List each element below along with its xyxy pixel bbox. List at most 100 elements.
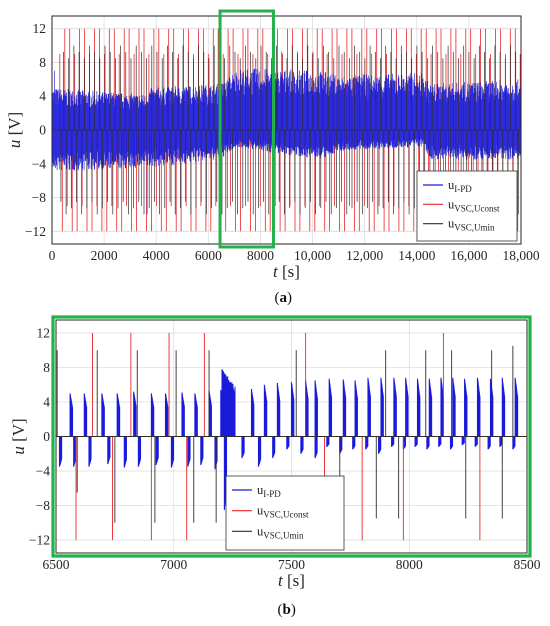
i-pd-pulse-neg [314,436,318,459]
i-pd-pulse-neg [170,436,175,468]
i-pd-pulse-neg [187,436,191,467]
i-pd-pulse-pos [181,392,185,437]
i-pd-pulse-pos [250,389,255,437]
y-tick-label: −8 [32,190,47,205]
i-pd-pulse-pos [464,378,468,437]
legend-box [416,170,518,242]
legend-label-vsc-uconst: uVSC,Uconst [257,504,309,520]
x-tick-label: 12,000 [346,248,383,263]
highlight-box-a [218,9,275,249]
x-tick-label: 7000 [160,557,187,572]
x-axis-label-b: t [s] [278,571,305,590]
i-pd-pulse-pos [290,382,295,437]
i-pd-pulse-pos [476,377,481,437]
y-tick-label: 12 [37,325,51,340]
x-tick-label: 4000 [143,248,170,263]
x-tick-label: 8500 [514,557,541,572]
y-tick-label: 8 [39,55,46,70]
axes-frame-b [55,319,528,554]
legend-label-i-pd: uI-PD [257,483,281,499]
x-tick-label: 2000 [91,248,118,263]
i-pd-pulse-pos [405,377,409,437]
i-pd-pulse-neg [499,436,503,447]
legend-label-vsc-umin: uVSC,Umin [257,524,304,540]
i-pd-pulse-neg [487,436,491,450]
x-tick-label: 16,000 [450,248,487,263]
x-tick-label: 18,000 [502,248,539,263]
i-pd-pulse-neg [391,436,395,447]
legend-b: uI-PD uVSC,Uconst uVSC,Umin [225,475,345,551]
y-tick-label: 8 [43,360,50,375]
i-pd-pulse-pos [69,393,74,437]
i-pd-pulse-neg [223,436,228,510]
i-pd-pulse-pos [501,377,506,437]
y-tick-label: −12 [25,224,46,239]
i-pd-pulse-neg [300,436,304,454]
legend-label-i-pd: uI-PD [448,178,472,194]
y-tick-label: 4 [43,394,50,409]
i-pd-pulse-pos [380,377,384,437]
i-pd-pulse-neg [365,436,369,450]
x-axis-label-a: t [s] [273,262,300,281]
i-pd-pulse-neg [155,436,159,465]
x-tick-label: 10,000 [294,248,331,263]
y-tick-label: −12 [29,533,50,548]
x-tick-label: 6500 [43,557,70,572]
i-pd-pulse-pos [354,380,358,437]
caption-b: (b) [278,602,296,618]
i-pd-pulse-neg [474,436,478,447]
i-pd-pulse-neg [257,436,262,467]
i-pd-pulse-neg [137,436,142,467]
y-tick-label: 4 [39,89,46,104]
y-tick-label: 0 [39,123,46,138]
i-pd-pulse-neg [378,436,382,454]
i-pd-pulse-neg [123,436,127,468]
i-pd-pulse-pos [164,393,169,437]
y-axis-label-b: u [V] [9,418,28,454]
x-tick-label: 8000 [247,248,274,263]
i-pd-pulse-pos [367,377,371,437]
i-pd-pulse-pos [83,393,88,437]
x-tick-label: 6000 [195,248,222,263]
i-pd-pulse-neg [449,436,454,450]
i-pd-pulse-neg [272,436,276,459]
legend-label-vsc-umin: uVSC,Umin [448,217,495,233]
y-tick-label: 0 [43,429,50,444]
i-pd-pulse-neg [426,436,430,450]
i-pd-pulse-neg [241,436,245,459]
legend-a: uI-PD uVSC,Uconst uVSC,Umin [416,170,518,242]
i-pd-pulse-pos [428,378,433,437]
i-pd-pulse-neg [352,436,356,450]
i-pd-pulse-neg [200,436,204,465]
i-pd-pulse-neg [326,436,330,447]
x-tick-label: 0 [49,248,56,263]
legend-box [225,475,345,551]
i-pd-pulse-pos [101,393,105,437]
x-tick-label: 7500 [278,557,305,572]
i-pd-pulse-neg [414,436,418,447]
y-tick-label: −4 [36,464,51,479]
i-pd-pulse-pos [514,377,519,437]
tick-labels-b: −12 −8 −4 0 4 8 12 6500 7000 7500 8000 8500 [29,325,541,572]
i-pd-pulse-neg [107,436,111,465]
i-pd-pulse-pos [116,393,121,437]
legend-label-vsc-uconst: uVSC,Uconst [448,197,500,213]
i-pd-pulse-pos [314,380,318,437]
i-pd-pulse-neg [512,436,516,450]
y-tick-label: −8 [36,498,51,513]
i-pd-pulse-pos [342,379,347,437]
i-pd-pulse-pos [452,377,456,437]
series-group-b [56,332,527,541]
i-pd-pulse-pos [194,393,198,437]
tick-labels-a: −12 −8 −4 0 4 8 12 0 2000 4000 6000 8000 10,000 12,00… [25,21,540,263]
axes-frame-a [51,15,522,245]
i-pd-burst [221,369,236,437]
i-pd-pulse-pos [276,383,281,437]
i-pd-pulse-pos [416,378,421,437]
caption-a: (a) [275,290,293,306]
i-pd-pulse-neg [88,436,92,467]
chart-panel-b: −12 −8 −4 0 4 8 12 6500 7000 7500 8000 8500 u [V] t… [9,315,541,618]
i-pd-pulse-neg [58,436,63,467]
i-pd-pulse-neg [438,436,442,447]
